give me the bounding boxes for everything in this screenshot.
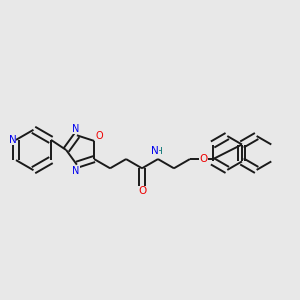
Text: O: O	[138, 187, 146, 196]
Text: N: N	[151, 146, 159, 156]
Text: O: O	[200, 154, 208, 164]
Text: N: N	[8, 135, 16, 145]
Text: H: H	[155, 147, 162, 156]
Text: N: N	[72, 124, 79, 134]
Text: N: N	[72, 166, 80, 176]
Text: O: O	[96, 130, 103, 141]
